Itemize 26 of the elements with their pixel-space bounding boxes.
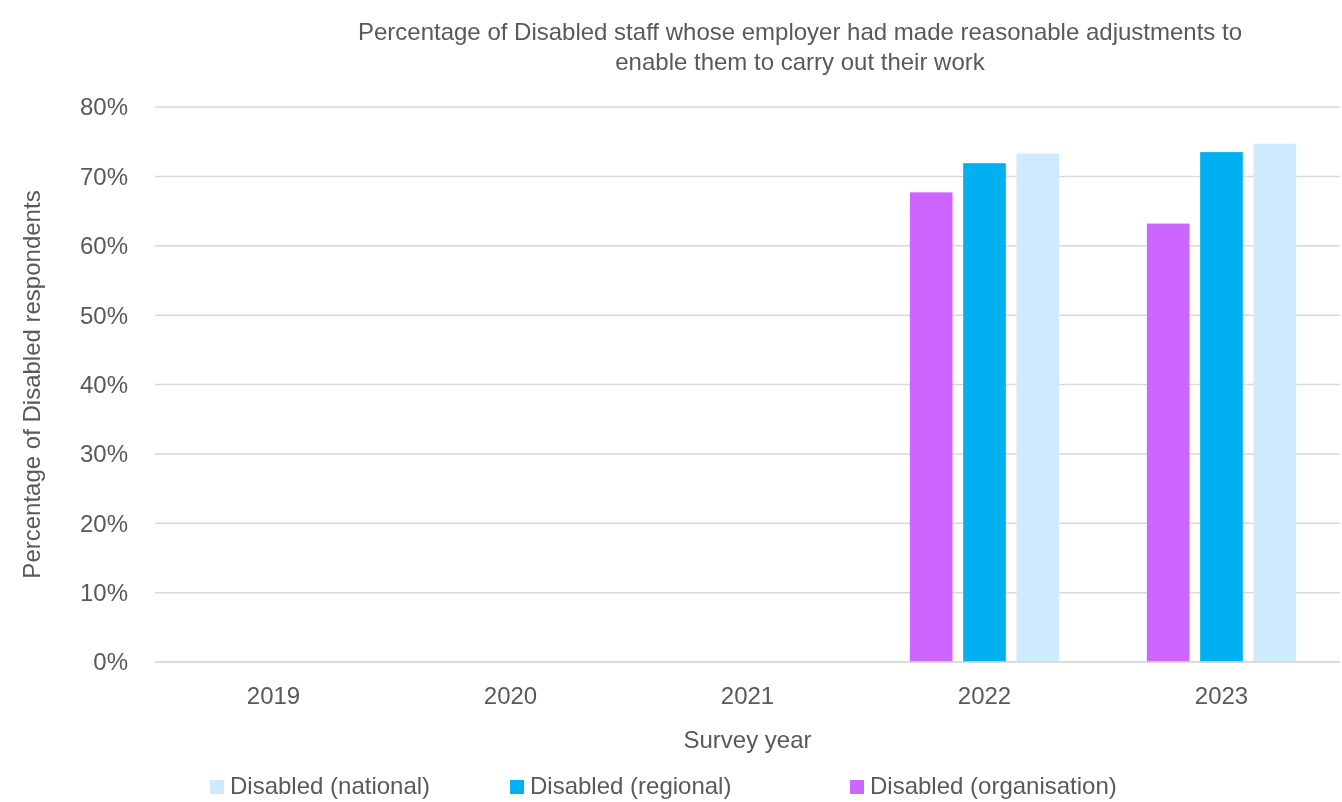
bar [963, 163, 1006, 662]
y-tick-label: 60% [79, 232, 128, 260]
y-axis-title: Percentage of Disabled respondents [18, 190, 45, 579]
legend-label: Disabled (national) [230, 772, 431, 799]
x-tick-label: 2021 [720, 682, 775, 709]
bar [1016, 153, 1060, 662]
bar [909, 192, 953, 662]
bar [1146, 223, 1190, 662]
y-tick-label: 0% [93, 648, 128, 676]
y-tick-label: 10% [79, 579, 128, 607]
y-tick-label: 50% [79, 301, 128, 329]
y-tick-label: 70% [79, 162, 128, 190]
legend-label: Disabled (regional) [530, 772, 732, 799]
x-tick-label: 2019 [246, 682, 301, 709]
y-tick-label: 40% [79, 370, 128, 398]
x-tick-label: 2022 [957, 682, 1012, 709]
x-tick-label: 2023 [1194, 682, 1249, 709]
y-tick-label: 30% [79, 440, 128, 468]
legend-label: Disabled (organisation) [870, 772, 1117, 799]
x-tick-label: 2020 [483, 682, 538, 709]
y-tick-label: 20% [79, 509, 128, 537]
x-axis-title: Survey year [683, 726, 812, 753]
y-tick-label: 80% [79, 93, 128, 121]
chart-title: Percentage of Disabled staff whose employer had made reasonable adjustments to enable them to carry out their work [357, 18, 1243, 75]
bar [1200, 152, 1243, 662]
bar [1253, 143, 1297, 662]
